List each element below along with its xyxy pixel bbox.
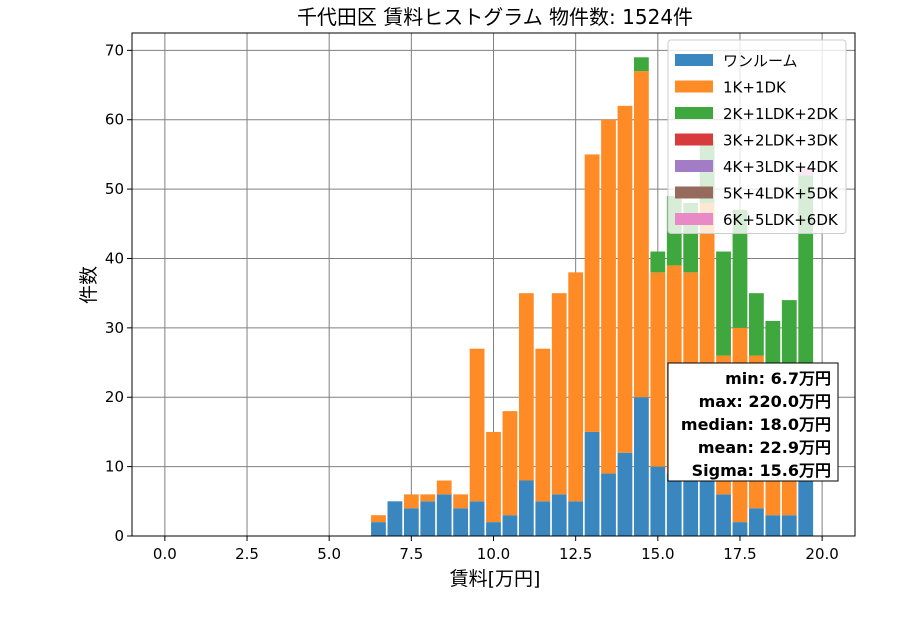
bar <box>469 501 485 536</box>
bar <box>568 501 584 536</box>
chart-title: 千代田区 賃料ヒストグラム 物件数: 1524件 <box>297 5 693 29</box>
bar <box>518 293 534 481</box>
bar <box>535 501 551 536</box>
stats-line: max: 220.0万円 <box>699 392 831 411</box>
x-tick-label: 5.0 <box>317 545 341 563</box>
y-tick-label: 0 <box>114 527 124 545</box>
bar <box>798 473 814 536</box>
bar <box>469 348 485 502</box>
stats-box: min: 6.7万円 max: 220.0万円 median: 18.0万円 mean… <box>667 362 839 482</box>
y-tick-label: 50 <box>105 180 124 198</box>
bar <box>371 515 386 523</box>
bar <box>732 522 748 536</box>
bar <box>732 209 748 328</box>
x-tick-label: 10.0 <box>477 545 510 563</box>
y-tick-label: 70 <box>105 41 124 59</box>
y-tick-label: 10 <box>105 458 124 476</box>
x-tick-label: 17.5 <box>723 545 756 563</box>
stats-line: mean: 22.9万円 <box>698 438 831 457</box>
bar <box>453 508 469 536</box>
legend-swatch <box>675 80 713 93</box>
bar <box>617 452 633 536</box>
y-tick-label: 30 <box>105 319 124 337</box>
legend-swatch <box>675 107 713 119</box>
legend-swatch <box>675 160 713 172</box>
bar <box>551 293 567 495</box>
y-tick-label: 60 <box>105 111 124 129</box>
stats-line: Sigma: 15.6万円 <box>692 461 831 480</box>
bar <box>420 501 436 536</box>
bar <box>666 473 682 536</box>
bar <box>683 480 699 536</box>
legend: ワンルーム 1K+1DK 2K+1LDK+2DK 3K+2LDK+3DK 4K+3LDK… <box>667 39 847 234</box>
axes: 0.0 2.5 5.0 7.5 10.0 12.5 15.0 17.5 20.0 0 10 20 30 4… <box>105 32 856 563</box>
legend-label: 5K+4LDK+5DK <box>723 185 839 203</box>
bar <box>551 494 567 536</box>
bar <box>436 480 452 495</box>
x-tick-label: 2.5 <box>235 545 259 563</box>
bar <box>403 508 419 536</box>
legend-label: 3K+2LDK+3DK <box>723 132 839 150</box>
stats-line: min: 6.7万円 <box>725 369 831 388</box>
bar <box>650 466 666 536</box>
legend-swatch <box>675 186 713 199</box>
bar <box>584 154 600 432</box>
bar <box>584 431 600 536</box>
x-tick-label: 15.0 <box>641 545 674 563</box>
bar <box>601 473 616 536</box>
legend-swatch <box>675 213 713 225</box>
bar <box>781 515 797 536</box>
bar <box>749 293 764 356</box>
bar <box>633 397 649 536</box>
bar <box>453 494 469 509</box>
legend-swatch <box>675 133 713 146</box>
bar <box>617 105 633 453</box>
stats-line: median: 18.0万円 <box>681 415 831 434</box>
bar <box>765 515 781 536</box>
y-axis-title: 件数 <box>78 266 100 304</box>
bar <box>486 431 501 523</box>
y-tick-label: 40 <box>105 249 124 267</box>
bar <box>403 494 419 509</box>
x-tick-label: 20.0 <box>805 545 838 563</box>
x-tick-label: 0.0 <box>153 545 177 563</box>
legend-label: ワンルーム <box>723 52 798 70</box>
bar <box>502 515 518 536</box>
x-tick-label: 7.5 <box>399 545 423 563</box>
bar <box>716 494 731 536</box>
bar <box>436 494 452 536</box>
bar <box>387 501 403 536</box>
x-axis-title: 賃料[万円] <box>450 568 541 590</box>
bar <box>420 494 436 502</box>
bar <box>502 411 518 516</box>
bar <box>749 508 764 536</box>
bar <box>699 480 715 536</box>
bar <box>601 119 616 474</box>
legend-label: 4K+3LDK+4DK <box>723 158 839 176</box>
bar <box>518 480 534 536</box>
legend-label: 6K+5LDK+6DK <box>723 211 839 229</box>
bar <box>568 272 584 502</box>
bar <box>535 348 551 502</box>
bar <box>633 71 649 398</box>
stats-box-frame <box>667 362 839 482</box>
bar <box>486 522 501 536</box>
legend-label: 2K+1LDK+2DK <box>723 105 839 123</box>
bar <box>371 522 386 536</box>
bar <box>650 272 666 467</box>
bar <box>716 251 731 356</box>
y-tick-label: 20 <box>105 388 124 406</box>
x-tick-label: 12.5 <box>559 545 592 563</box>
bar <box>633 57 649 72</box>
legend-swatch <box>675 54 713 66</box>
bar <box>650 251 666 273</box>
legend-label: 1K+1DK <box>723 79 787 97</box>
